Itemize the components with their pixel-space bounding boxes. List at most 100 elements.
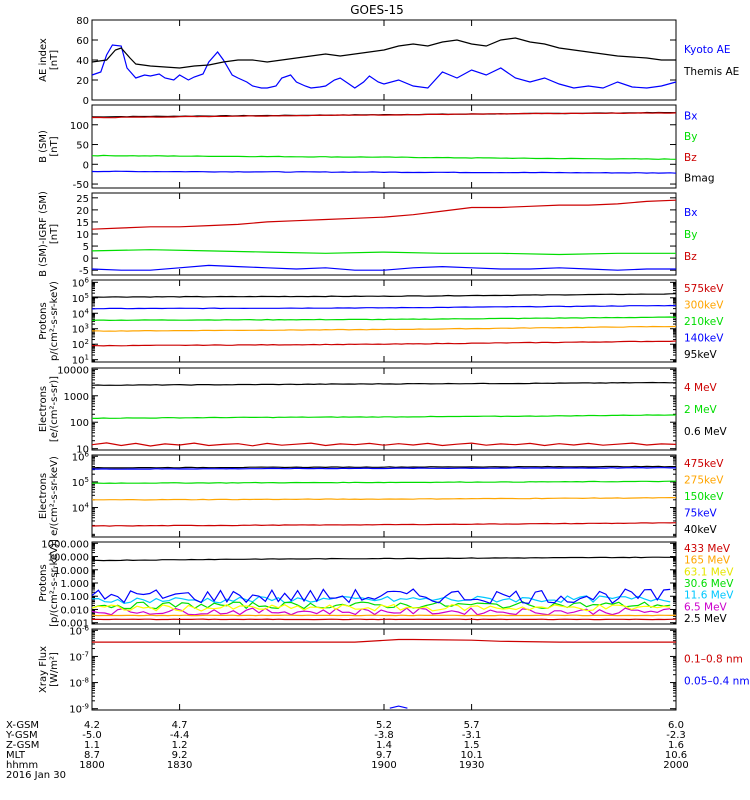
panel-frame (91, 541, 677, 625)
x-row-value: 1.5 (464, 740, 480, 751)
y-tick-label: 5 (83, 242, 89, 253)
x-row-value: 10.1 (460, 750, 482, 761)
y-tick-label: 50 (76, 141, 89, 152)
y-axis-label: B (SM)[nT] (38, 130, 60, 163)
y-axis-label: Electrons[e/(cm²-s-sr)] (38, 376, 60, 442)
x-row-value: -5.0 (82, 730, 102, 741)
date-label: 2016 Jan 30 (6, 770, 66, 781)
y-tick-label: 1.000 (60, 579, 89, 590)
legend-entry: 4 MeV (684, 382, 718, 394)
panel-frame (91, 279, 677, 363)
legend-entry: By (684, 229, 697, 241)
y-tick-label: 101 (72, 354, 89, 367)
legend-entry: 63.1 MeV (684, 566, 734, 578)
series-line (91, 466, 676, 470)
y-tick-label: 102 (72, 338, 89, 351)
y-tick-label: -50 (73, 180, 89, 191)
y-tick-label: 80 (76, 16, 89, 27)
x-row-value: 1830 (167, 760, 192, 771)
legend-entry: Bx (684, 110, 697, 122)
y-tick-label: 100 (70, 418, 89, 429)
x-row-value: 1930 (459, 760, 484, 771)
y-tick-label: 104 (72, 307, 90, 320)
panel-8: 10-9 10-8 10-7 10-6 Xray Flux[W/m²] 0.1–0.8 n… (38, 624, 750, 715)
y-tick-label: 0.010 (60, 605, 89, 616)
x-row-value: 8.7 (84, 750, 100, 761)
x-row-value: 1.1 (84, 740, 100, 751)
legend-entry: 165 MeV (684, 555, 731, 567)
y-tick-label: 0.100 (60, 592, 89, 603)
legend-entry: 150keV (684, 491, 724, 503)
legend-entry: 30.6 MeV (684, 578, 734, 590)
legend-entry: 75keV (684, 507, 718, 519)
y-tick-label: 104 (72, 502, 90, 515)
y-axis-label: AE index[nT] (38, 38, 60, 82)
y-tick-label: 0 (83, 160, 89, 171)
legend-entry: Bx (684, 207, 697, 219)
series-line (91, 170, 677, 174)
series-line (389, 705, 408, 709)
x-row-value: 9.7 (376, 750, 392, 761)
series-line (91, 522, 677, 527)
y-tick-label: 20 (76, 76, 89, 87)
y-tick-label: 10.000 (54, 566, 89, 577)
x-row-value: -3.8 (374, 730, 394, 741)
y-tick-label: 20 (76, 206, 89, 217)
x-row-value: -4.4 (170, 730, 190, 741)
legend-entry: Bmag (684, 173, 715, 185)
legend-entry: 140keV (684, 332, 724, 344)
y-tick-label: 0.001 (60, 619, 89, 630)
series-line (91, 37, 676, 69)
chart-panels: 0 20 40 60 80 AE index[nT] Kyoto AE Themis AE -5… (38, 16, 750, 716)
series-line (91, 603, 671, 612)
series-line (91, 316, 677, 322)
y-axis-label: Protons[p/(cm²-s-sr-keV)] (38, 539, 60, 627)
y-tick-label: 100.000 (48, 553, 89, 564)
y-tick-label: 0 (83, 96, 89, 107)
x-row-value: 1800 (79, 760, 104, 771)
y-tick-label: 40 (76, 56, 89, 67)
legend-entry: 210keV (684, 316, 724, 328)
x-row-value: -3.1 (462, 730, 482, 741)
legend-entry: By (684, 131, 697, 143)
series-line (91, 607, 671, 616)
y-axis-label: Xray Flux[W/m²] (38, 646, 60, 693)
y-tick-label: 10-9 (69, 703, 89, 716)
legend-entry: 2.5 MeV (684, 613, 728, 625)
x-row-value: 5.7 (464, 720, 480, 731)
legend-entry: Themis AE (683, 66, 739, 78)
series-line (91, 595, 671, 605)
panel-frame (91, 104, 677, 189)
legend-entry: 2 MeV (684, 404, 718, 416)
x-row-value: 1.6 (668, 740, 684, 751)
series-line (91, 556, 677, 562)
series-line (92, 496, 677, 501)
x-row-value: 4.7 (172, 720, 188, 731)
series-line (91, 44, 677, 89)
series-line (91, 480, 676, 484)
y-axis-label: Protonsp/(cm²-s-sr-keV) (38, 281, 60, 361)
legend-entry: 0.6 MeV (684, 426, 728, 438)
x-row-value: 1900 (371, 760, 396, 771)
x-row-value: 4.2 (84, 720, 100, 731)
panel-frame (91, 628, 677, 711)
y-tick-label: 103 (72, 323, 89, 336)
legend-entry: 575keV (684, 283, 724, 295)
y-tick-label: 10 (76, 230, 89, 241)
legend-entry: Bz (684, 152, 697, 164)
legend-entry: 475keV (684, 458, 724, 470)
y-tick-label: 106 (72, 276, 90, 289)
y-tick-label: 10 (76, 445, 89, 456)
series-line (91, 199, 677, 230)
x-row-value: 10.6 (665, 750, 687, 761)
legend-entry: 275keV (684, 475, 724, 487)
y-axis-label: Electronse/(cm²-s-sr-keV) (38, 456, 60, 536)
legend-entry: Kyoto AE (684, 44, 730, 56)
series-line (91, 442, 677, 447)
legend-entry: 300keV (684, 300, 724, 312)
y-tick-label: 15 (76, 218, 89, 229)
y-tick-label: 25 (76, 194, 89, 205)
legend-entry: 0.1–0.8 nm (684, 654, 743, 666)
